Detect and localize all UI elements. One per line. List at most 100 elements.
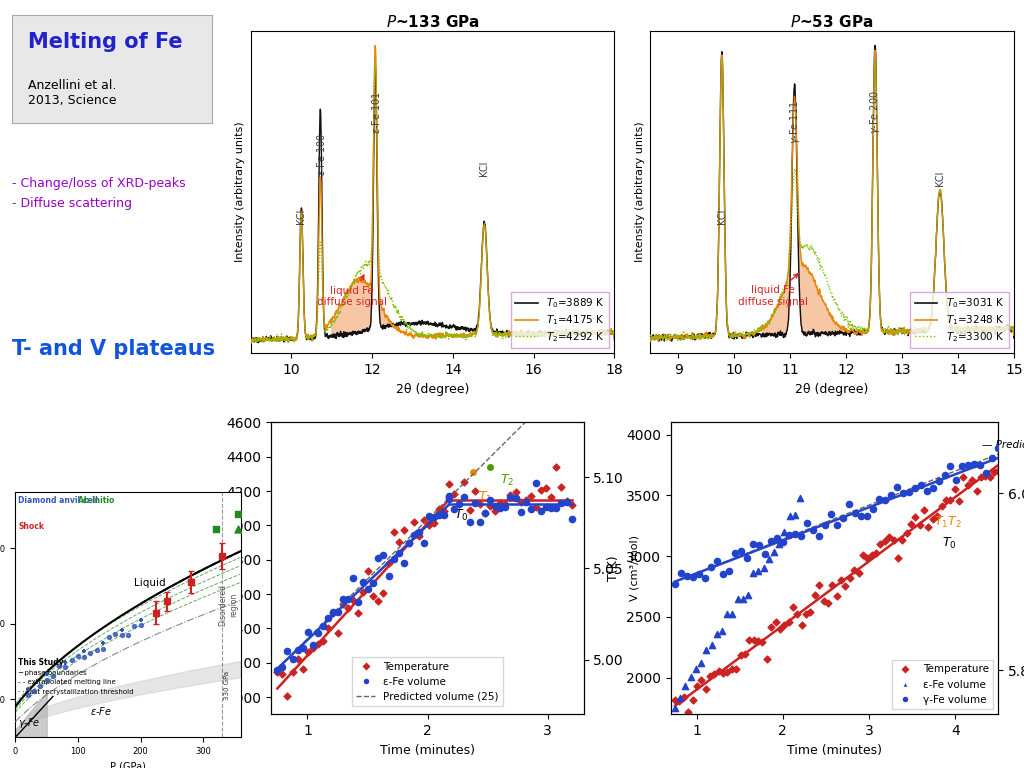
Text: $T_1$: $T_1$ (478, 491, 493, 505)
Point (673, 568, 689, 580)
Text: 330 GPa: 330 GPa (223, 671, 229, 700)
Point (763, 621, 779, 633)
Point (682, 671, 698, 684)
Point (416, 514, 432, 526)
Point (942, 494, 958, 506)
Y-axis label: T(K): T(K) (607, 555, 621, 581)
Point (299, 626, 315, 638)
Point (532, 505, 549, 518)
Text: Ab initio: Ab initio (78, 496, 115, 505)
Point (39, 674, 55, 687)
X-axis label: Time (minutes): Time (minutes) (380, 743, 475, 756)
Point (441, 493, 458, 505)
Point (738, 551, 755, 564)
Point (990, 442, 1007, 454)
Point (325, 607, 341, 619)
Point (886, 534, 902, 546)
Point (543, 502, 559, 514)
Point (371, 595, 387, 607)
Point (436, 505, 453, 517)
Point (482, 494, 499, 506)
Point (502, 491, 518, 503)
Point (698, 644, 715, 657)
Text: $T_0$: $T_0$ (942, 535, 957, 551)
Point (132, 614, 148, 626)
Point (842, 571, 858, 584)
Point (26, 685, 42, 697)
Point (911, 519, 928, 531)
Point (919, 485, 935, 498)
Point (750, 635, 766, 647)
Point (667, 694, 683, 706)
Point (457, 491, 473, 503)
X-axis label: 2θ (degree): 2θ (degree) (796, 382, 868, 396)
Point (467, 497, 483, 509)
Point (684, 694, 700, 706)
Point (507, 485, 523, 498)
Point (679, 570, 695, 582)
Point (517, 494, 534, 506)
Point (558, 496, 574, 508)
Point (345, 594, 361, 606)
Point (492, 502, 508, 515)
Point (784, 601, 801, 614)
Point (964, 474, 980, 486)
Point (889, 481, 905, 493)
Point (421, 509, 437, 521)
Point (772, 623, 788, 635)
Point (411, 530, 427, 542)
Point (355, 576, 372, 588)
Point (709, 628, 725, 641)
Text: Shock: Shock (18, 522, 44, 531)
Point (82, 647, 98, 660)
Point (822, 508, 839, 520)
Point (319, 612, 336, 624)
Point (395, 558, 412, 570)
Point (477, 507, 494, 519)
Point (400, 537, 417, 549)
Point (285, 653, 301, 665)
Point (309, 638, 326, 650)
Point (967, 458, 983, 470)
Point (811, 578, 827, 591)
Legend: $T_0$=3031 K, $T_1$=3248 K, $T_2$=3300 K: $T_0$=3031 K, $T_1$=3248 K, $T_2$=3300 K (910, 292, 1009, 348)
Point (799, 516, 815, 528)
Point (114, 629, 130, 641)
Text: $\varepsilon$-Fe: $\varepsilon$-Fe (90, 704, 113, 717)
Point (330, 606, 346, 618)
Point (786, 528, 803, 541)
Point (522, 489, 539, 502)
Point (502, 489, 518, 502)
Point (51, 660, 68, 673)
Point (330, 627, 346, 640)
Point (755, 636, 771, 648)
Point (781, 511, 798, 523)
Point (757, 548, 773, 561)
Point (436, 508, 453, 521)
Point (921, 521, 937, 533)
Point (335, 593, 351, 605)
Point (793, 530, 809, 542)
Point (790, 607, 806, 620)
Text: Liquid: Liquid (134, 578, 166, 588)
Point (385, 526, 401, 538)
Point (290, 644, 306, 656)
Point (872, 538, 889, 550)
Point (467, 485, 483, 497)
Point (931, 475, 947, 487)
Point (390, 535, 407, 548)
Point (375, 587, 391, 599)
Point (269, 667, 286, 679)
Point (527, 476, 544, 488)
Point (942, 460, 958, 472)
Point (76, 645, 92, 657)
Point (486, 500, 503, 512)
Point (441, 478, 458, 490)
Point (76, 651, 92, 664)
Point (724, 663, 740, 675)
Point (441, 491, 458, 503)
Point (906, 482, 923, 494)
Point (457, 476, 473, 488)
Point (274, 668, 291, 680)
Point (482, 500, 499, 512)
